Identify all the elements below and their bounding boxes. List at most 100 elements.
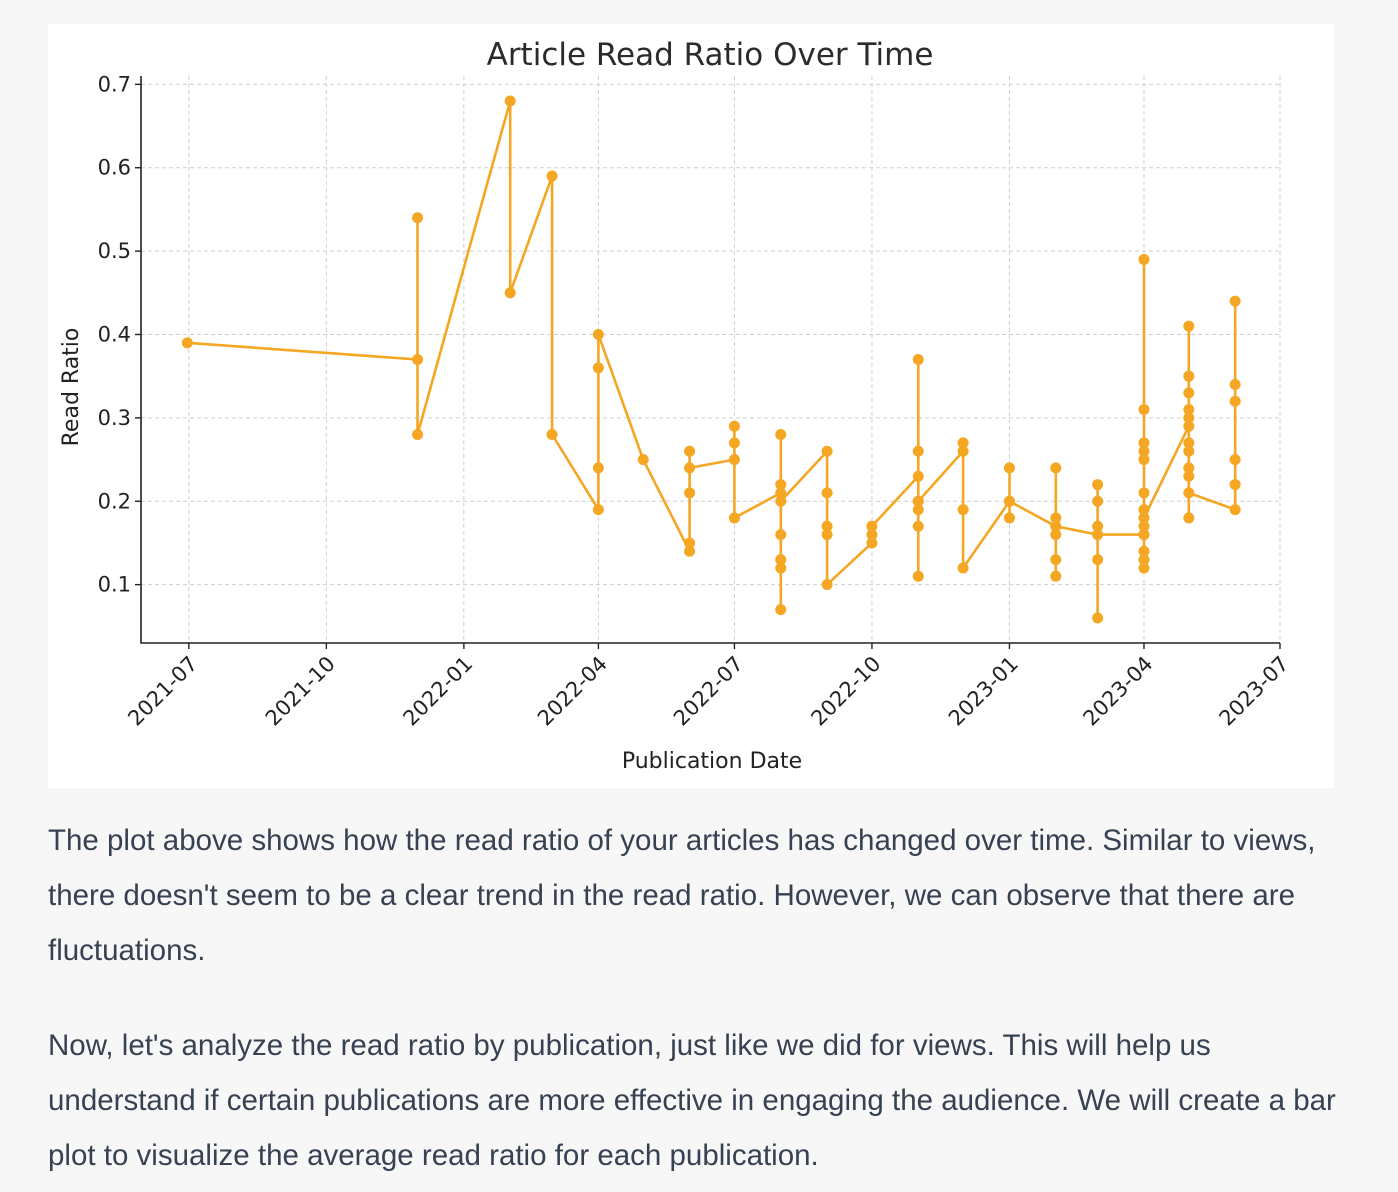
grid [141,76,1281,643]
data-point [1138,545,1150,557]
x-tick-label: 2022-07 [669,652,748,731]
data-point [546,170,558,182]
data-point [1229,479,1241,491]
data-point [1050,529,1062,541]
data-point [504,95,516,107]
x-tick-label: 2023-01 [944,652,1023,731]
data-point [1183,512,1195,524]
data-point [728,437,740,449]
data-point [684,487,696,499]
data-point [592,328,604,340]
data-point [1003,512,1015,524]
read-ratio-chart: 0.1 0.2 0.3 0.4 0.5 0.6 0.7 2021-07 2021-10 2022-… [59,37,1294,774]
data-point [1092,554,1104,566]
data-point [1183,437,1195,449]
data-point [592,362,604,374]
data-point [1138,404,1150,416]
data-point [1183,487,1195,499]
data-point [1183,370,1195,382]
data-point [1183,462,1195,474]
data-point [912,445,924,457]
data-point [821,579,833,591]
data-point [1092,520,1104,532]
data-point [957,504,969,516]
data-point [181,337,193,349]
data-point [912,504,924,516]
data-point [775,529,787,541]
data-point [775,429,787,441]
data-point [1003,495,1015,507]
data-point [1092,529,1104,541]
data-point [821,520,833,532]
data-point [684,537,696,549]
data-point [1183,404,1195,416]
data-point [912,495,924,507]
data-point [912,570,924,582]
data-point [1183,420,1195,432]
data-point [1050,462,1062,474]
y-tick-label: 0.1 [98,573,131,597]
data-point [1183,320,1195,332]
data-point [1138,253,1150,265]
data-point [1092,612,1104,624]
y-tick-label: 0.7 [98,72,131,96]
data-point [728,454,740,466]
data-point [1138,445,1150,457]
data-point [821,529,833,541]
data-point [775,487,787,499]
data-point [684,445,696,457]
y-tick-label: 0.4 [98,322,131,346]
data-point [1229,379,1241,391]
data-point [1092,495,1104,507]
data-point [684,545,696,557]
data-point [1003,462,1015,474]
data-point [912,520,924,532]
data-point [957,445,969,457]
data-point [1229,454,1241,466]
data-point [775,479,787,491]
data-point [821,487,833,499]
data-point [1183,445,1195,457]
x-tick-label: 2023-07 [1215,652,1294,731]
series-line [187,99,1237,620]
y-tick-label: 0.6 [98,156,131,180]
data-point [821,445,833,457]
data-point [1138,562,1150,574]
assistant-message-paragraph: The plot above shows how the read ratio … [48,824,1316,967]
data-point [912,354,924,365]
data-point [866,529,878,541]
data-point [866,537,878,549]
x-tick-label: 2021-10 [261,652,340,731]
data-point [592,504,604,516]
x-tick-label: 2022-10 [806,652,885,731]
data-point [1092,479,1104,491]
x-tick-label: 2022-04 [533,652,612,731]
data-point [1229,504,1241,516]
chart-title: Article Read Ratio Over Time [487,37,934,73]
data-point [412,429,424,441]
y-tick-label: 0.3 [98,406,131,430]
axes: 0.1 0.2 0.3 0.4 0.5 0.6 0.7 2021-07 2021-10 2022-… [98,72,1294,730]
axis-spine [140,76,1280,644]
x-tick-label: 2022-01 [398,652,477,731]
data-point [1183,470,1195,482]
x-tick-label: 2023-04 [1078,652,1157,731]
data-point [504,287,516,299]
data-point [1138,520,1150,532]
data-point [1229,395,1241,407]
data-point [412,354,424,365]
data-point [1183,387,1195,399]
y-tick-label: 0.5 [98,239,131,263]
data-point [866,520,878,532]
x-tick-label: 2021-07 [123,652,202,731]
data-point [1138,437,1150,449]
data-point [957,437,969,449]
assistant-message-paragraph: Now, let's analyze the read ratio by pub… [48,1029,1336,1172]
chart-card: 0.1 0.2 0.3 0.4 0.5 0.6 0.7 2021-07 2021-10 2022-… [48,24,1334,788]
data-point [775,604,787,616]
data-point [412,212,424,224]
data-point [1138,504,1150,516]
data-point [1050,554,1062,566]
data-point [1229,295,1241,307]
data-point [637,454,649,466]
